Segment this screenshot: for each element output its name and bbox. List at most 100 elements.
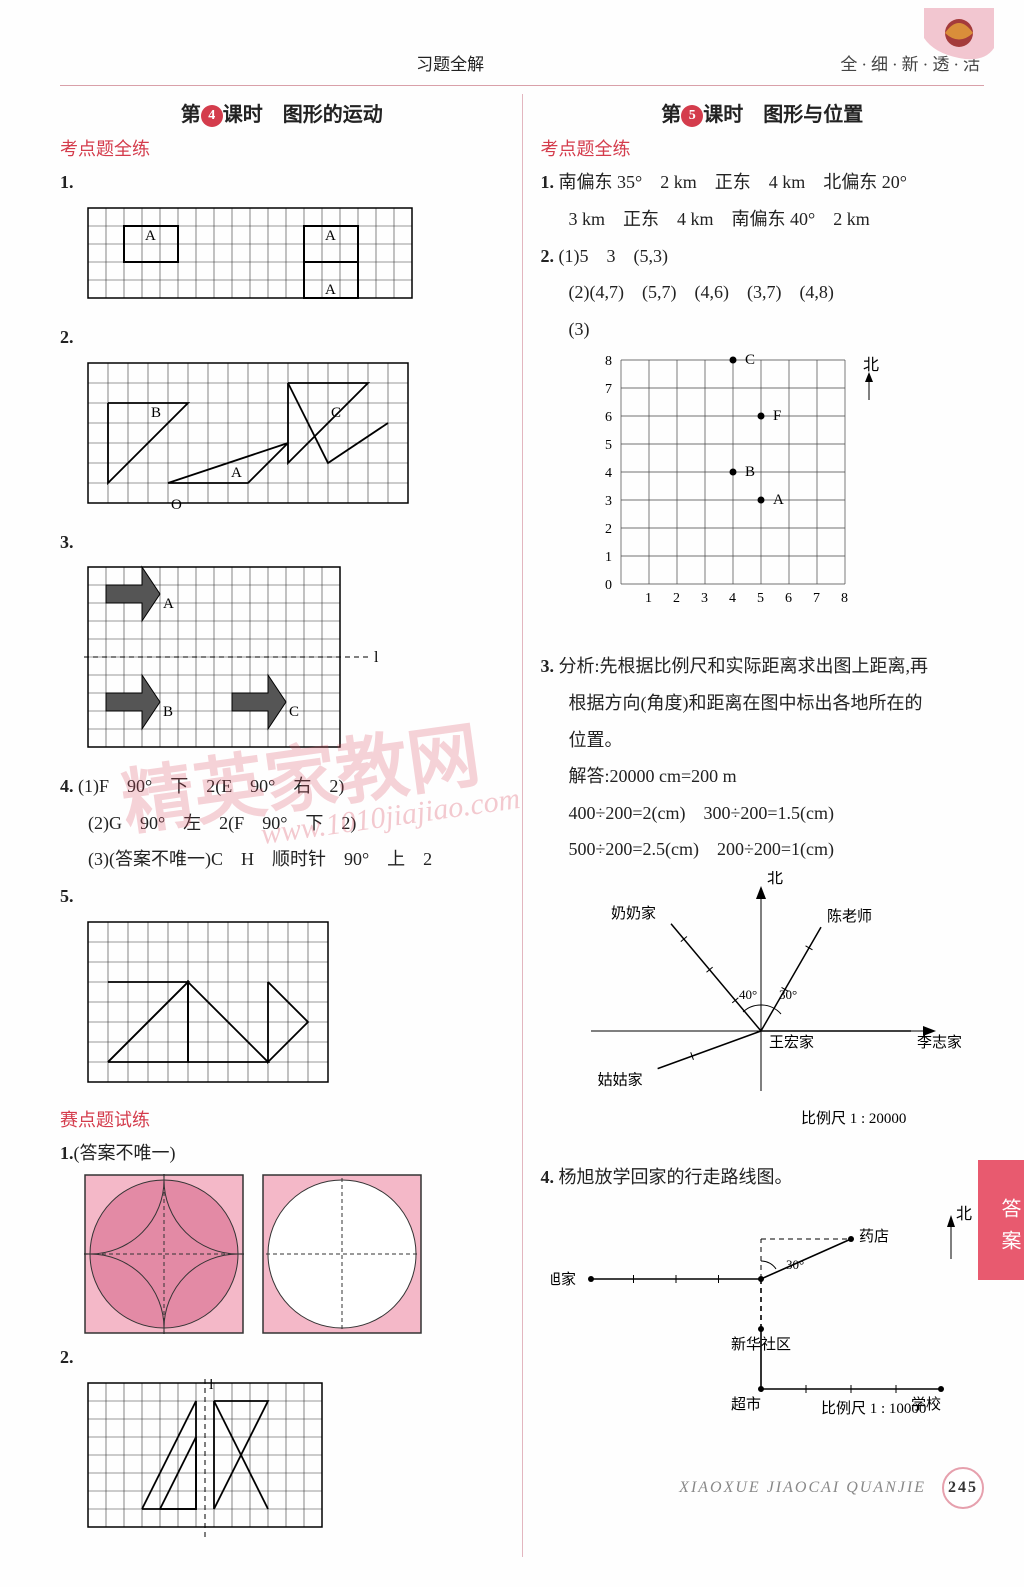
rq2-line-3p: (3) [569, 319, 590, 339]
lesson-num-badge-r: 5 [681, 105, 703, 127]
svg-text:王宏家: 王宏家 [769, 1034, 814, 1051]
svg-text:北: 北 [767, 871, 783, 887]
page-number: 245 [942, 1467, 984, 1509]
left-subtitle-2: 赛点题试练 [60, 1106, 504, 1132]
svg-text:C: C [331, 405, 341, 421]
rt-prefix: 第 [661, 104, 681, 126]
svg-text:药店: 药店 [859, 1228, 889, 1245]
figure-1: A A A [84, 204, 424, 314]
svg-text:新华社区: 新华社区 [731, 1336, 791, 1353]
svg-text:7: 7 [605, 382, 612, 397]
t-prefix: 第 [181, 104, 201, 126]
figure-route: 北杨旭家药店新华社区超市学校30°比例尺 1 : 10000 [551, 1199, 981, 1429]
svg-text:F: F [773, 408, 781, 424]
svg-text:李志家: 李志家 [917, 1034, 961, 1051]
svg-text:A: A [325, 228, 336, 244]
rq4-text: 杨旭放学回家的行走路线图。 [559, 1167, 793, 1187]
svg-text:l: l [374, 649, 379, 666]
svg-text:40°: 40° [739, 987, 757, 1002]
svg-text:比例尺 1 : 10000: 比例尺 1 : 10000 [821, 1400, 926, 1417]
q5-num: 5. [60, 886, 74, 906]
svg-text:A: A [773, 492, 784, 508]
svg-text:6: 6 [605, 410, 612, 425]
svg-text:4: 4 [729, 591, 736, 606]
svg-text:l: l [209, 1379, 214, 1393]
figure-s1a [84, 1174, 244, 1334]
svg-text:杨旭家: 杨旭家 [551, 1271, 576, 1288]
rq3-l0: 分析:先根据比例尺和实际距离求出图上距离,再 [559, 656, 929, 676]
rt-topic: 图形与位置 [763, 104, 863, 126]
svg-text:B: B [151, 405, 161, 421]
svg-text:C: C [289, 704, 299, 720]
figure-coord-grid: 12345678012345678北ABFC [591, 350, 921, 640]
rq3-l4: 400÷200=2(cm) 300÷200=1.5(cm) [569, 798, 985, 829]
rq1-line-0: 南偏东 35° 2 km 正东 4 km 北偏东 20° [559, 172, 907, 192]
svg-text:3: 3 [701, 591, 708, 606]
svg-text:A: A [145, 228, 156, 244]
svg-text:A: A [231, 465, 242, 481]
left-section-title: 第4课时 图形的运动 [60, 98, 504, 127]
figure-5 [84, 918, 344, 1098]
s2-num: 2. [60, 1347, 74, 1367]
rq2-num: 2. [541, 246, 555, 266]
t-topic: 图形的运动 [283, 104, 383, 126]
rq1-line-1: 3 km 正东 4 km 南偏东 40° 2 km [569, 204, 985, 235]
svg-text:0: 0 [605, 578, 612, 593]
q4-line-0: (1)F 90° 下 2(E 90° 右 2) [78, 776, 344, 796]
rq3-l3: 解答:20000 cm=200 m [569, 761, 985, 792]
svg-text:1: 1 [645, 591, 652, 606]
side-tab: 答案 [978, 1160, 1024, 1280]
svg-text:5: 5 [605, 438, 612, 453]
svg-text:北: 北 [956, 1205, 972, 1223]
rq3-l1: 根据方向(角度)和距离在图中标出各地所在的 [569, 688, 985, 719]
q4-num: 4. [60, 776, 74, 796]
svg-text:7: 7 [813, 591, 820, 606]
svg-text:2: 2 [673, 591, 680, 606]
rq3-num: 3. [541, 656, 555, 676]
svg-text:3: 3 [605, 494, 612, 509]
footer: XIAOXUE JIAOCAI QUANJIE 245 [679, 1467, 984, 1509]
svg-text:30°: 30° [786, 1257, 804, 1272]
s1-text: (答案不唯一) [74, 1143, 176, 1163]
figure-s2: l [84, 1379, 344, 1549]
header-rule [60, 85, 984, 86]
svg-text:30°: 30° [779, 987, 797, 1002]
svg-text:C: C [745, 352, 755, 368]
svg-text:B: B [745, 464, 755, 480]
q1-num: 1. [60, 172, 74, 192]
rq1-num: 1. [541, 172, 555, 192]
svg-text:1: 1 [605, 550, 612, 565]
svg-text:姑姑家: 姑姑家 [597, 1072, 642, 1089]
figure-compass: 北奶奶家陈老师李志家姑姑家王宏家40°30°比例尺 1 : 20000 [561, 871, 961, 1151]
rq2-line-2: (2)(4,7) (5,7) (4,6) (3,7) (4,8) [569, 277, 985, 308]
svg-text:4: 4 [605, 466, 612, 481]
svg-text:O: O [171, 497, 182, 513]
q3-num: 3. [60, 532, 74, 552]
svg-text:奶奶家: 奶奶家 [611, 905, 656, 922]
svg-text:陈老师: 陈老师 [827, 907, 872, 925]
svg-text:8: 8 [841, 591, 848, 606]
rq2-line-1: (1)5 3 (5,3) [559, 246, 668, 266]
figure-2: B A C O [84, 359, 424, 519]
svg-text:5: 5 [757, 591, 764, 606]
rt-mid: 课时 [703, 104, 743, 126]
svg-text:A: A [325, 282, 336, 298]
t-mid: 课时 [223, 104, 263, 126]
lesson-num-badge: 4 [201, 105, 223, 127]
q2-num: 2. [60, 327, 74, 347]
svg-text:北: 北 [863, 356, 879, 374]
column-divider [522, 94, 523, 1557]
right-section-title: 第5课时 图形与位置 [541, 98, 985, 127]
footer-text: XIAOXUE JIAOCAI QUANJIE [679, 1479, 926, 1496]
rq3-l5: 500÷200=2.5(cm) 200÷200=1(cm) [569, 834, 985, 865]
right-column: 第5课时 图形与位置 考点题全练 1. 南偏东 35° 2 km 正东 4 km… [541, 94, 985, 1557]
rq4-num: 4. [541, 1167, 555, 1187]
header-left: 习题全解 [60, 50, 840, 75]
svg-text:B: B [163, 704, 173, 720]
corner-badge [924, 8, 994, 68]
q4-line-2: (3)(答案不唯一)C H 顺时针 90° 上 2 [88, 844, 504, 875]
svg-text:A: A [163, 596, 174, 612]
svg-text:6: 6 [785, 591, 792, 606]
svg-text:超市: 超市 [731, 1396, 761, 1413]
rq3-l2: 位置。 [569, 725, 985, 756]
